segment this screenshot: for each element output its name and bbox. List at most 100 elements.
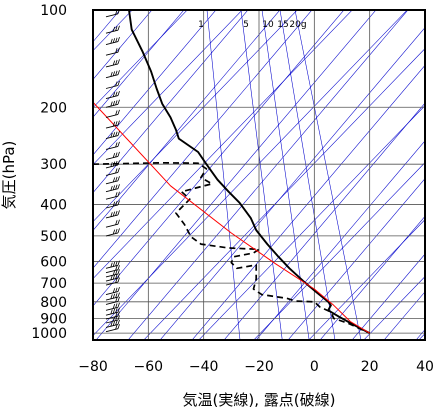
wind-barb-feather	[112, 308, 116, 314]
wind-barb-feather	[117, 269, 120, 275]
dry-adiabat-line	[319, 215, 425, 340]
wind-barb-feather	[115, 100, 118, 106]
wind-barb	[105, 277, 120, 286]
wind-barb-feather	[117, 210, 120, 216]
plot-frame	[92, 9, 426, 341]
wind-barb-feather	[112, 152, 116, 158]
wind-barb-feather	[117, 167, 120, 173]
dry-adiabat-line	[93, 10, 281, 231]
wind-barb-feather	[112, 71, 116, 77]
wind-barb-feather	[112, 261, 116, 267]
wind-barb-feather	[112, 100, 116, 106]
wind-barb-feather	[110, 71, 113, 77]
wind-barb-feather	[117, 130, 120, 136]
dry-adiabat-line	[93, 10, 185, 118]
mixing-ratio-line	[206, 10, 241, 340]
wind-barb-feather	[112, 185, 116, 191]
wind-barb-feather	[112, 161, 116, 167]
temperature-line	[128, 10, 371, 335]
mixing-ratio-label: 10	[262, 20, 274, 30]
wind-barb-feather	[112, 26, 116, 32]
wind-barb-feather	[117, 36, 120, 42]
wind-barb-feather	[115, 142, 118, 148]
wind-barb-feather	[112, 211, 116, 217]
wind-barb-feather	[110, 294, 113, 300]
y-tick-label: 100	[40, 3, 67, 19]
wind-barb-feather	[115, 261, 118, 267]
wind-barb-feather	[117, 324, 120, 329]
dry-adiabat-line	[255, 140, 425, 340]
wind-barb-feather	[110, 275, 113, 281]
dry-adiabat-line	[191, 64, 425, 340]
wind-barb	[105, 151, 120, 160]
wind-barb-feather	[110, 185, 113, 191]
x-tick-label: −80	[78, 359, 108, 375]
mixing-ratio-label: 15	[277, 20, 288, 30]
wind-barb-feather	[112, 320, 116, 326]
wind-barb-feather	[117, 120, 120, 126]
wind-barb-feather	[115, 91, 118, 97]
parcel-line	[93, 101, 370, 334]
isotherm-line	[198, 105, 425, 340]
wind-barb-feather	[115, 168, 118, 174]
x-tick-label: −20	[244, 359, 274, 375]
y-tick-label: 1000	[31, 326, 67, 342]
wind-barb-feather	[115, 59, 118, 65]
wind-barb-feather	[117, 141, 120, 147]
wind-barb-feather	[115, 312, 118, 317]
wind-barb	[105, 36, 120, 46]
isotherm-line	[93, 10, 243, 166]
wind-barb-feather	[110, 309, 113, 315]
wind-barb-feather	[110, 38, 113, 44]
wind-barb-feather	[115, 131, 118, 137]
wind-barb-feather	[112, 177, 116, 183]
mixing-ratio-labels: 1 5 10 15 20g	[198, 20, 306, 30]
wind-barb-feather	[115, 110, 118, 116]
wind-barb-feather	[117, 59, 120, 65]
isotherm-line	[308, 219, 425, 340]
wind-barb	[105, 200, 120, 209]
wind-barb-feather	[117, 191, 120, 197]
wind-barb-feather	[115, 200, 118, 206]
x-axis-tick-labels: −80 −60 −40 −20 0 20 40	[78, 359, 434, 375]
wind-barb	[105, 160, 120, 169]
wind-barb	[105, 315, 120, 324]
y-axis-title: 気圧(hPa)	[0, 141, 18, 210]
wind-barb	[105, 120, 120, 129]
wind-barb-feather	[115, 278, 118, 283]
wind-barb-feather	[112, 201, 116, 207]
y-tick-label: 700	[40, 276, 67, 292]
wind-barb-feather	[117, 80, 120, 86]
x-tick-label: −40	[189, 359, 219, 375]
wind-barb-feather	[117, 260, 120, 266]
mixing-ratio-line	[294, 10, 362, 340]
wind-barb-feather	[115, 152, 118, 158]
wind-barb-feather	[110, 132, 113, 138]
dry-adiabat-line	[93, 10, 153, 80]
wind-barb-feather	[115, 265, 118, 271]
wind-barb-feather	[112, 132, 116, 137]
wind-barb	[105, 292, 120, 301]
wind-barb-feather	[115, 324, 118, 330]
wind-barb-feather	[115, 26, 118, 31]
pressure-temperature-grid	[93, 10, 425, 340]
wind-barb	[105, 191, 120, 200]
wind-barb-feather	[112, 316, 116, 322]
wind-barb-feather	[117, 302, 120, 308]
dry-adiabat-line	[93, 10, 217, 156]
wind-barb-feather	[117, 151, 120, 157]
isotherm-line	[93, 10, 188, 109]
wind-barb-feather	[110, 162, 113, 167]
x-axis-title: 気温(実線), 露点(破線)	[183, 391, 336, 409]
x-tick-label: 0	[310, 359, 319, 375]
wind-barb	[105, 319, 120, 328]
wind-barb-feather	[117, 307, 120, 313]
wind-barb-feather	[115, 287, 118, 293]
isotherm-line	[93, 10, 353, 280]
wind-barb-feather	[115, 269, 118, 275]
wind-barb-feather	[115, 160, 118, 166]
wind-barb-feather	[117, 265, 120, 270]
wind-barb-feather	[117, 99, 120, 105]
